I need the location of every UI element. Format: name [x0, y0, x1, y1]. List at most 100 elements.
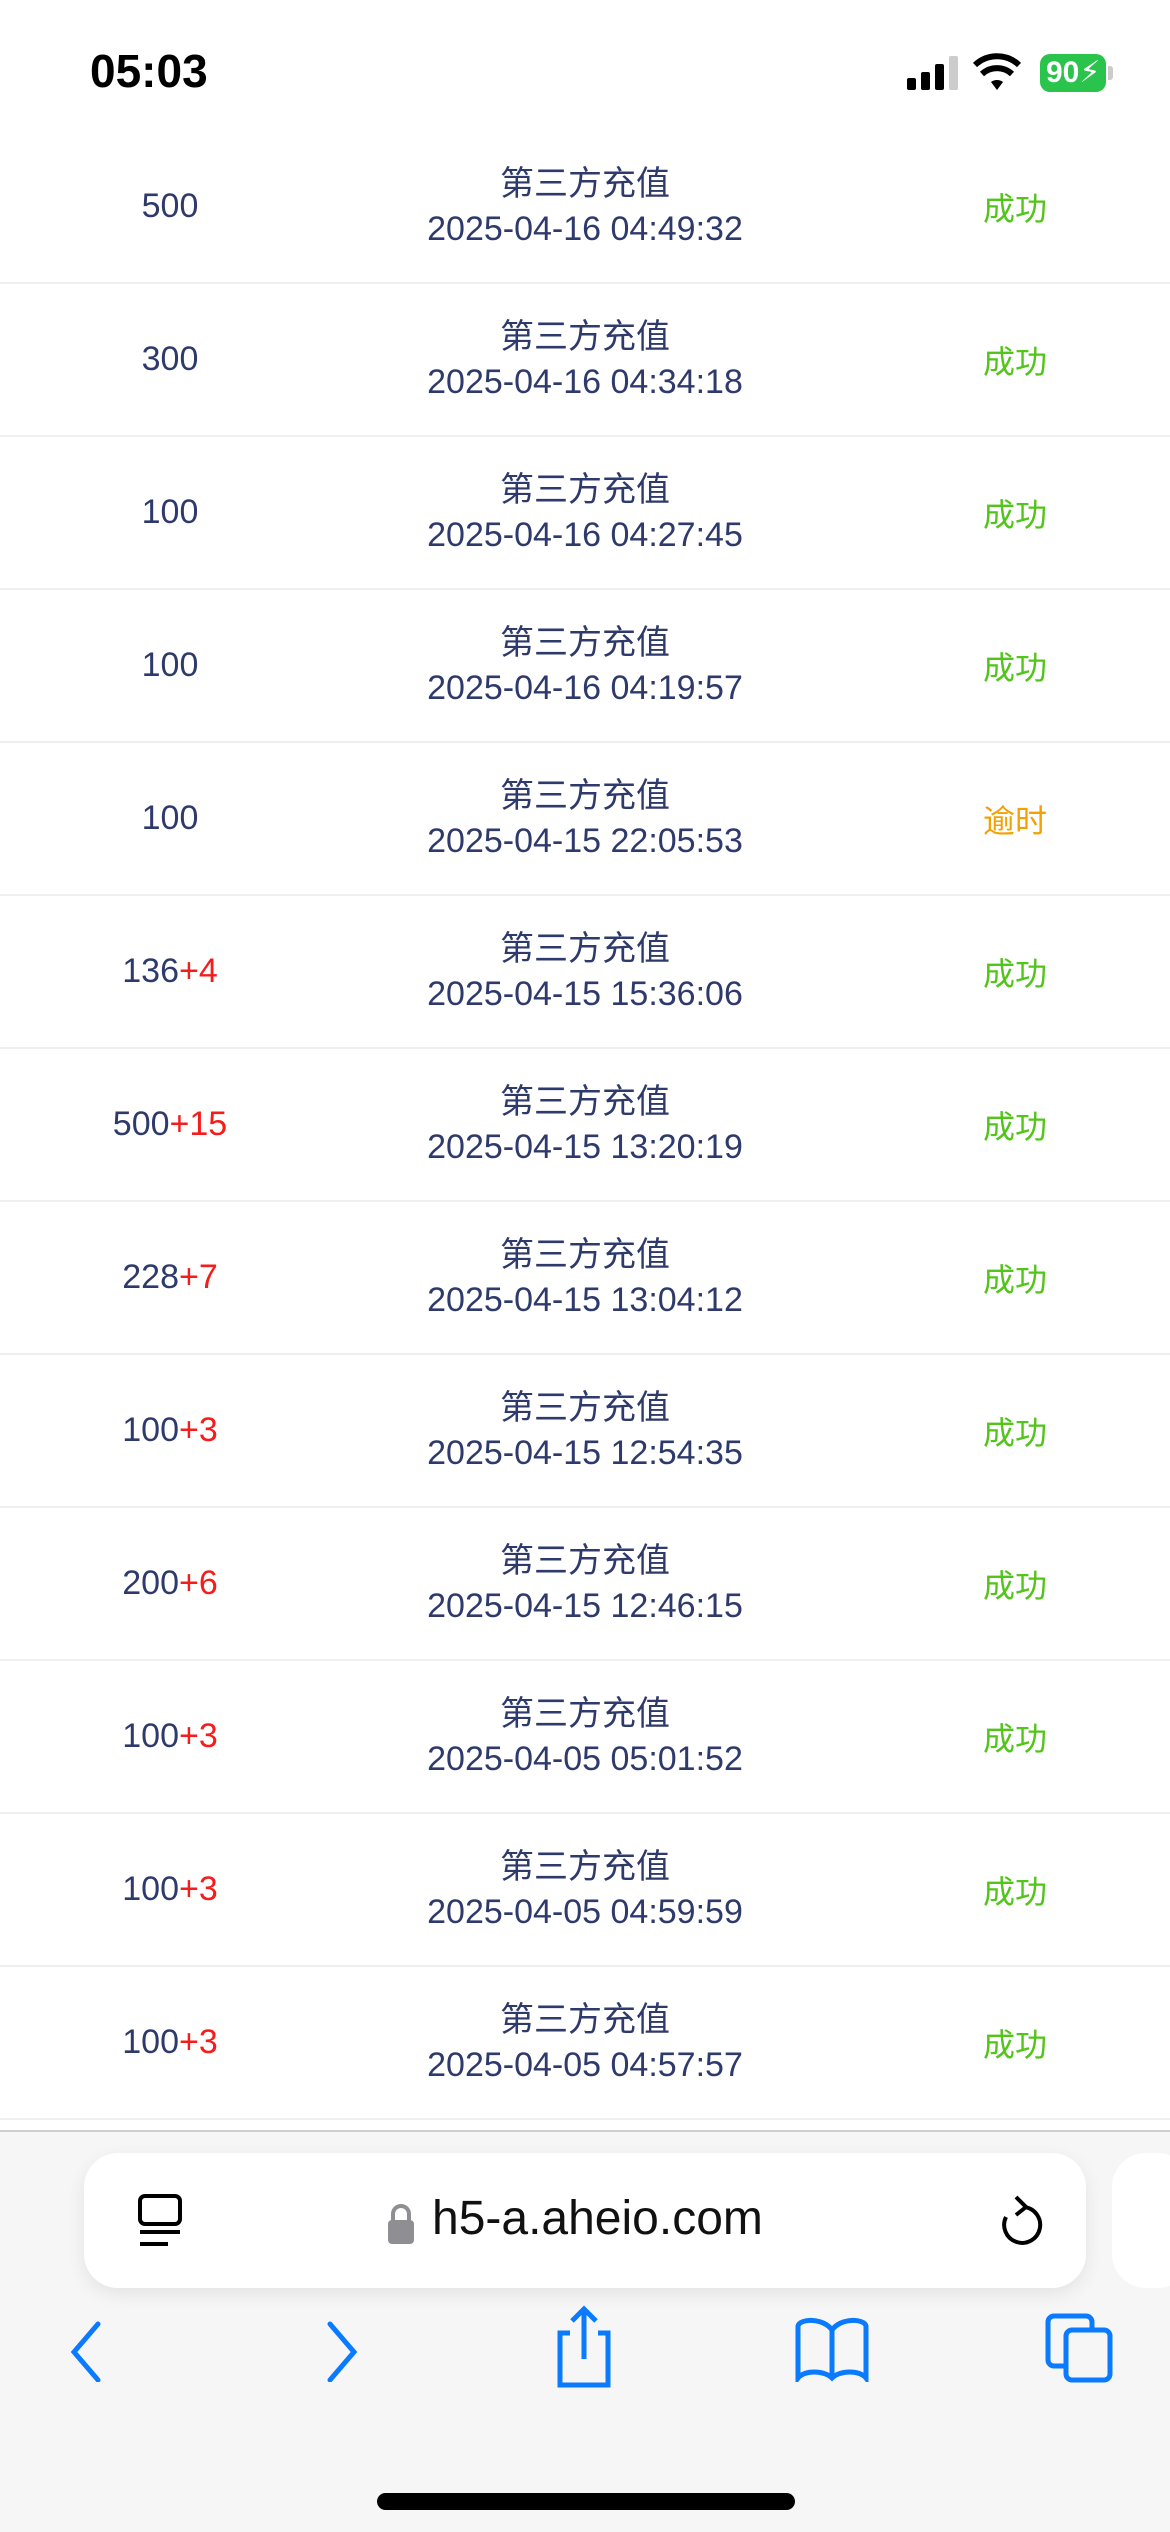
record-row: 100 第三方充值 2025-04-15 22:05:53 逾时 [0, 743, 1170, 896]
record-datetime: 2025-04-15 22:05:53 [427, 821, 743, 860]
status-badge: 逾时 [982, 802, 1047, 839]
amount-cell: 100+3 [0, 1870, 340, 1909]
battery-icon: 90⚡ [1040, 54, 1106, 92]
amount: 100 [141, 799, 199, 837]
address-bar[interactable]: h5-a.aheio.com [84, 2153, 1086, 2288]
amount: 200 [122, 1564, 179, 1602]
amount-cell: 300 [0, 340, 340, 379]
record-datetime: 2025-04-16 04:19:57 [427, 668, 743, 707]
amount: 100 [122, 1870, 179, 1908]
record-datetime: 2025-04-05 05:01:52 [427, 1739, 743, 1778]
record-datetime: 2025-04-16 04:49:32 [427, 209, 743, 248]
detail-cell: 第三方充值 2025-04-15 12:54:35 [340, 1386, 830, 1476]
amount-cell: 100 [0, 646, 340, 685]
forward-icon[interactable] [318, 2320, 362, 2382]
status-badge: 成功 [982, 955, 1047, 992]
amount-cell: 136+4 [0, 952, 340, 991]
status-badge: 成功 [982, 1108, 1047, 1145]
battery-level: 90 [1046, 56, 1080, 89]
record-row: 100+3 第三方充值 2025-04-05 05:01:52 成功 [0, 1661, 1170, 1814]
record-type: 第三方充值 [500, 623, 670, 662]
cellular-signal-icon [907, 56, 958, 90]
record-type: 第三方充值 [500, 1388, 670, 1427]
amount: 500 [112, 1105, 170, 1143]
status-badge: 成功 [982, 1720, 1047, 1757]
record-datetime: 2025-04-15 13:20:19 [427, 1127, 743, 1166]
record-row: 100+3 第三方充值 2025-04-05 04:57:57 成功 [0, 1967, 1170, 2120]
bonus-amount: +15 [169, 1105, 228, 1143]
page-menu-icon[interactable] [136, 2193, 186, 2249]
url-text[interactable]: h5-a.aheio.com [432, 2192, 763, 2245]
bonus-amount: +7 [178, 1258, 218, 1296]
home-indicator [377, 2493, 795, 2510]
detail-cell: 第三方充值 2025-04-05 04:59:59 [340, 1845, 830, 1935]
amount: 100 [122, 1411, 179, 1449]
reload-icon[interactable] [994, 2193, 1044, 2251]
amount-cell: 228+7 [0, 1258, 340, 1297]
record-row: 100+3 第三方充值 2025-04-15 12:54:35 成功 [0, 1355, 1170, 1508]
record-row: 100+3 第三方充值 2025-04-05 04:59:59 成功 [0, 1814, 1170, 1967]
amount-cell: 500 [0, 187, 340, 226]
back-icon[interactable] [66, 2320, 110, 2382]
status-badge: 成功 [982, 2026, 1047, 2063]
record-datetime: 2025-04-15 13:04:12 [427, 1280, 743, 1319]
record-type: 第三方充值 [500, 1694, 670, 1733]
record-type: 第三方充值 [500, 470, 670, 509]
status-badge: 成功 [982, 649, 1047, 686]
status-bar: 05:03 90⚡ [0, 0, 1170, 134]
clock: 05:03 [90, 45, 208, 97]
status-badge: 成功 [982, 496, 1047, 533]
record-datetime: 2025-04-15 12:46:15 [427, 1586, 743, 1625]
record-row: 100 第三方充值 2025-04-16 04:27:45 成功 [0, 437, 1170, 590]
record-type: 第三方充值 [500, 1235, 670, 1274]
next-tab-preview[interactable] [1112, 2153, 1170, 2288]
record-datetime: 2025-04-16 04:27:45 [427, 515, 743, 554]
wifi-icon [972, 53, 1022, 90]
status-badge: 成功 [982, 1414, 1047, 1451]
amount-cell: 200+6 [0, 1564, 340, 1603]
detail-cell: 第三方充值 2025-04-15 15:36:06 [340, 927, 830, 1017]
bookmarks-icon[interactable] [794, 2316, 870, 2382]
detail-cell: 第三方充值 2025-04-15 13:04:12 [340, 1233, 830, 1323]
status-badge: 成功 [982, 343, 1047, 380]
detail-cell: 第三方充值 2025-04-05 05:01:52 [340, 1692, 830, 1782]
amount-cell: 100 [0, 493, 340, 532]
share-icon[interactable] [552, 2305, 616, 2389]
amount: 300 [141, 340, 199, 378]
record-datetime: 2025-04-16 04:34:18 [427, 362, 743, 401]
amount-cell: 100+3 [0, 2023, 340, 2062]
recharge-record-list: 500 第三方充值 2025-04-16 04:49:32 成功 300 第三方充值… [0, 131, 1170, 2120]
record-datetime: 2025-04-05 04:57:57 [427, 2045, 743, 2084]
record-type: 第三方充值 [500, 929, 670, 968]
status-badge: 成功 [982, 1567, 1047, 1604]
bonus-amount: +3 [178, 1870, 218, 1908]
status-badge: 成功 [982, 190, 1047, 227]
amount-cell: 100 [0, 799, 340, 838]
record-type: 第三方充值 [500, 1541, 670, 1580]
amount: 136 [122, 952, 179, 990]
amount: 228 [122, 1258, 179, 1296]
record-datetime: 2025-04-15 12:54:35 [427, 1433, 743, 1472]
record-row: 200+6 第三方充值 2025-04-15 12:46:15 成功 [0, 1508, 1170, 1661]
bonus-amount: +4 [178, 952, 218, 990]
detail-cell: 第三方充值 2025-04-16 04:19:57 [340, 621, 830, 711]
status-badge: 成功 [982, 1261, 1047, 1298]
amount-cell: 100+3 [0, 1717, 340, 1756]
detail-cell: 第三方充值 2025-04-16 04:27:45 [340, 468, 830, 558]
detail-cell: 第三方充值 2025-04-16 04:34:18 [340, 315, 830, 405]
record-row: 500+15 第三方充值 2025-04-15 13:20:19 成功 [0, 1049, 1170, 1202]
detail-cell: 第三方充值 2025-04-05 04:57:57 [340, 1998, 830, 2088]
record-type: 第三方充值 [500, 776, 670, 815]
amount-cell: 100+3 [0, 1411, 340, 1450]
record-row: 500 第三方充值 2025-04-16 04:49:32 成功 [0, 131, 1170, 284]
record-row: 228+7 第三方充值 2025-04-15 13:04:12 成功 [0, 1202, 1170, 1355]
bonus-amount: +3 [178, 1411, 218, 1449]
detail-cell: 第三方充值 2025-04-16 04:49:32 [340, 162, 830, 252]
detail-cell: 第三方充值 2025-04-15 22:05:53 [340, 774, 830, 864]
record-row: 300 第三方充值 2025-04-16 04:34:18 成功 [0, 284, 1170, 437]
tabs-icon[interactable] [1044, 2312, 1116, 2384]
detail-cell: 第三方充值 2025-04-15 12:46:15 [340, 1539, 830, 1629]
status-badge: 成功 [982, 1873, 1047, 1910]
detail-cell: 第三方充值 2025-04-15 13:20:19 [340, 1080, 830, 1170]
record-type: 第三方充值 [500, 317, 670, 356]
